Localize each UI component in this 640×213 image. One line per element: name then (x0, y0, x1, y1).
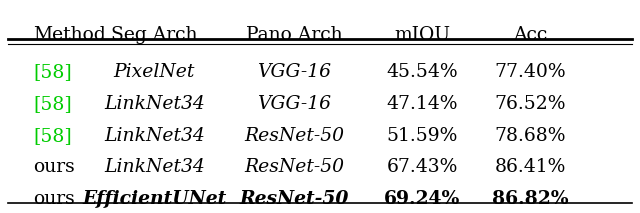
Text: VGG-16: VGG-16 (257, 95, 332, 113)
Text: [58]: [58] (33, 63, 72, 81)
Text: 47.14%: 47.14% (386, 95, 458, 113)
Text: 86.41%: 86.41% (495, 158, 566, 177)
Text: 76.52%: 76.52% (495, 95, 566, 113)
Text: ResNet-50: ResNet-50 (244, 158, 344, 177)
Text: [58]: [58] (33, 95, 72, 113)
Text: [58]: [58] (33, 127, 72, 145)
Text: 78.68%: 78.68% (495, 127, 566, 145)
Text: EfficientUNet: EfficientUNet (82, 190, 227, 208)
Text: LinkNet34: LinkNet34 (104, 95, 205, 113)
Text: LinkNet34: LinkNet34 (104, 127, 205, 145)
Text: 67.43%: 67.43% (387, 158, 458, 177)
Text: Method: Method (33, 26, 106, 44)
Text: ResNet-50: ResNet-50 (244, 127, 344, 145)
Text: Acc: Acc (513, 26, 547, 44)
Text: 69.24%: 69.24% (384, 190, 460, 208)
Text: 86.82%: 86.82% (492, 190, 568, 208)
Text: PixelNet: PixelNet (114, 63, 195, 81)
Text: Seg Arch: Seg Arch (111, 26, 198, 44)
Text: 77.40%: 77.40% (495, 63, 566, 81)
Text: ours: ours (33, 190, 75, 208)
Text: 51.59%: 51.59% (387, 127, 458, 145)
Text: LinkNet34: LinkNet34 (104, 158, 205, 177)
Text: mIOU: mIOU (394, 26, 450, 44)
Text: ResNet-50: ResNet-50 (240, 190, 349, 208)
Text: Pano Arch: Pano Arch (246, 26, 343, 44)
Text: ours: ours (33, 158, 75, 177)
Text: 45.54%: 45.54% (386, 63, 458, 81)
Text: VGG-16: VGG-16 (257, 63, 332, 81)
